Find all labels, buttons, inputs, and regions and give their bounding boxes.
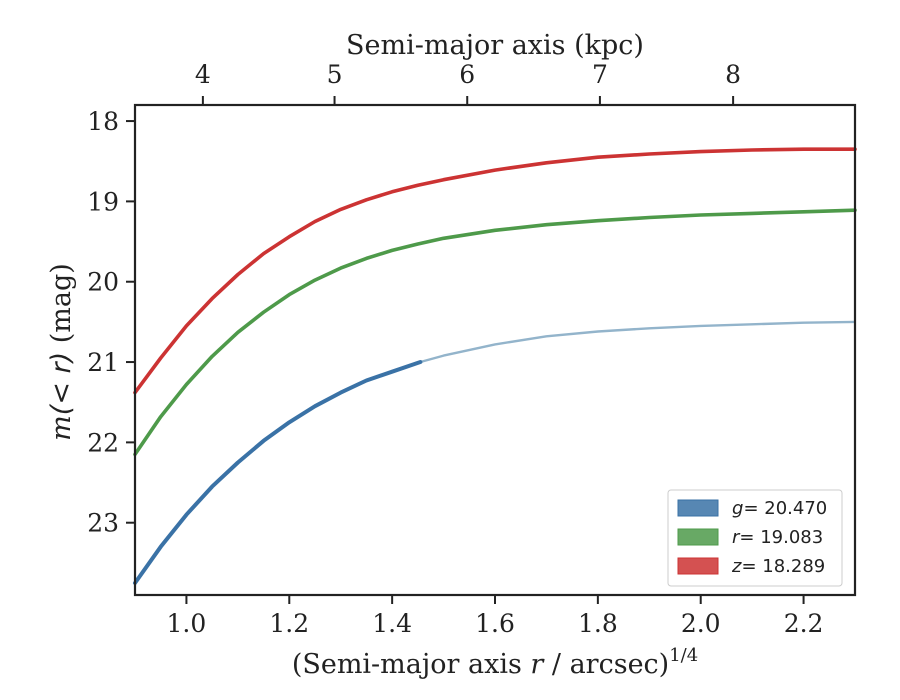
series-g-extrapolated-line xyxy=(420,320,856,364)
series-z-line xyxy=(133,147,857,395)
y-tick-label: 23 xyxy=(87,509,119,538)
x-tick-label: 1.2 xyxy=(269,609,309,638)
legend-label-r: r= 19.083 xyxy=(732,527,823,548)
top-x-tick-label: 4 xyxy=(195,60,211,89)
legend-band-name: z xyxy=(731,556,742,577)
x-tick-label: 1.0 xyxy=(167,609,207,638)
legend-band-name: r xyxy=(732,527,741,548)
legend-label-z: z= 18.289 xyxy=(731,556,825,577)
ylabel-suffix: (mag) xyxy=(46,263,77,352)
x-tick-label: 1.4 xyxy=(372,609,412,638)
top-x-tick-label: 5 xyxy=(327,60,343,89)
y-axis-title: m(< r) (mag) xyxy=(46,263,77,441)
y-tick-label: 21 xyxy=(87,348,119,377)
ylabel-math: (< r) xyxy=(46,352,77,415)
legend-band-name: g xyxy=(732,498,743,519)
top-axis-title: Semi-major axis (kpc) xyxy=(346,30,644,61)
x-tick-label: 1.8 xyxy=(578,609,618,638)
series-g-line xyxy=(133,360,423,585)
y-tick-label: 18 xyxy=(87,107,119,136)
y-tick-label: 19 xyxy=(87,187,119,216)
y-tick-label: 22 xyxy=(87,428,119,457)
x-tick-label: 2.0 xyxy=(681,609,721,638)
top-x-tick-label: 8 xyxy=(725,60,741,89)
legend-swatch-z xyxy=(677,557,719,575)
bottom-axis-title: (Semi-major axis r / arcsec)1/4 xyxy=(292,645,698,680)
y-tick-label: 20 xyxy=(87,268,119,297)
legend-band-value: = 18.289 xyxy=(741,556,825,577)
ticks-layer: 1.0 1.2 1.4 1.6 1.8 2.0 2.2 18 19 20 21 22 23 4 5 6 7 8 xyxy=(87,60,823,638)
legend-swatch-r xyxy=(677,528,719,546)
top-x-tick-label: 7 xyxy=(592,60,608,89)
xlabel-prefix: (Semi-major axis xyxy=(292,649,531,680)
xlabel-variable: r xyxy=(530,649,545,680)
legend-band-value: = 20.470 xyxy=(743,498,827,519)
top-x-tick-label: 6 xyxy=(459,60,475,89)
series-r-line xyxy=(133,208,857,457)
legend-label-g: g= 20.470 xyxy=(732,498,827,519)
legend-swatch-g xyxy=(677,499,719,517)
x-tick-label: 2.2 xyxy=(784,609,824,638)
ylabel-prefix: m xyxy=(46,415,77,441)
series-layer xyxy=(133,147,857,585)
x-tick-label: 1.6 xyxy=(475,609,515,638)
legend-band-value: = 19.083 xyxy=(739,527,823,548)
xlabel-exponent: 1/4 xyxy=(669,645,698,666)
xlabel-suffix: / arcsec) xyxy=(543,649,669,680)
